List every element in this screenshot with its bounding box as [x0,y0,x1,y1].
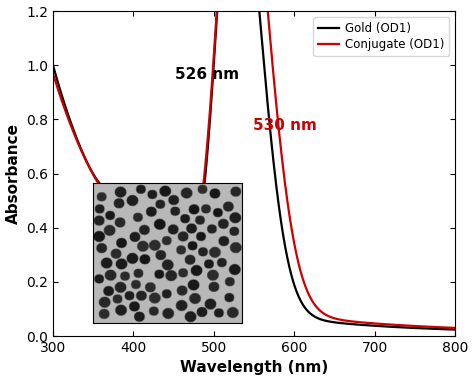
Conjugate (OD1) [71,130,76,134]
Gold (OD1) [452,327,458,332]
Line: Gold (OD1): Gold (OD1) [53,0,455,330]
Legend: Gold (OD1), Conjugate (OD1): Gold (OD1), Conjugate (OD1) [313,17,449,56]
Text: 530 nm: 530 nm [253,118,316,133]
Gold (OD1) [441,327,447,331]
Gold (OD1) [367,323,373,328]
Text: 526 nm: 526 nm [175,67,239,82]
Conjugate (OD1) [50,71,56,75]
Line: Conjugate (OD1): Conjugate (OD1) [53,0,455,328]
Gold (OD1) [71,128,76,132]
Gold (OD1) [441,327,447,331]
Conjugate (OD1) [441,325,447,330]
Gold (OD1) [50,63,56,67]
Conjugate (OD1) [441,325,447,330]
X-axis label: Wavelength (nm): Wavelength (nm) [180,360,328,375]
Y-axis label: Absorbance: Absorbance [6,123,20,224]
Conjugate (OD1) [367,321,373,325]
Conjugate (OD1) [452,326,458,330]
